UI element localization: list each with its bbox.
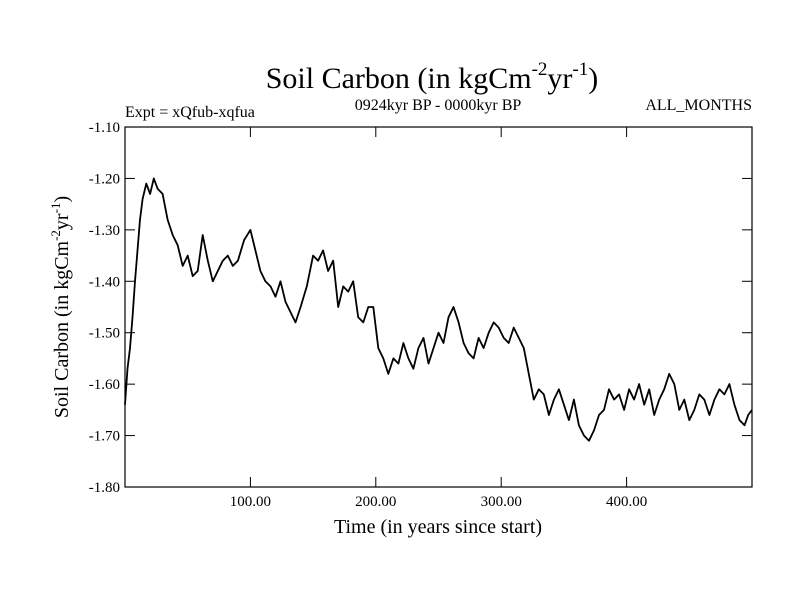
y-tick-label: -1.50 — [89, 326, 120, 342]
y-axis-label: Soil Carbon (in kgCm-2yr-1) — [48, 196, 73, 418]
axis-ticks — [125, 126, 752, 488]
months-label: ALL_MONTHS — [645, 97, 752, 114]
series-layer — [124, 177, 753, 442]
x-tick-label: 100.00 — [230, 494, 271, 510]
y-tick-label: -1.60 — [89, 377, 120, 393]
y-tick-label: -1.40 — [89, 274, 120, 290]
chart-title: Soil Carbon (in kgCm-2yr-1) — [266, 59, 599, 95]
experiment-label: Expt = xQfub-xqfua — [125, 104, 255, 121]
series-line-soil-carbon — [124, 177, 753, 442]
x-axis-label: Time (in years since start) — [334, 516, 542, 538]
y-tick-label: -1.70 — [89, 429, 120, 445]
x-tick-label: 200.00 — [355, 494, 396, 510]
y-tick-label: -1.80 — [89, 480, 120, 496]
y-tick-label: -1.10 — [89, 120, 120, 136]
tick-labels: -1.10 -1.20 -1.30 -1.40 -1.50 -1.60 -1.70 -1.80… — [89, 120, 647, 510]
x-tick-label: 400.00 — [606, 494, 647, 510]
x-tick-label: 300.00 — [481, 494, 522, 510]
y-tick-label: -1.20 — [89, 171, 120, 187]
period-label: 0924kyr BP - 0000kyr BP — [355, 97, 522, 114]
plot-frame — [124, 126, 753, 488]
y-tick-label: -1.30 — [89, 223, 120, 239]
